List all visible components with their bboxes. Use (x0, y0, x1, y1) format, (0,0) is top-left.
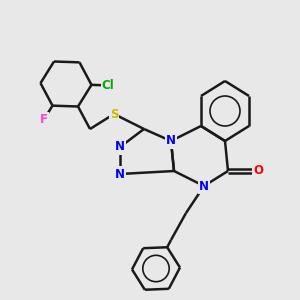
Text: N: N (166, 134, 176, 148)
Text: N: N (115, 167, 125, 181)
Text: N: N (199, 179, 209, 193)
Text: O: O (253, 164, 263, 178)
Text: F: F (40, 113, 48, 126)
Text: S: S (110, 107, 118, 121)
Text: N: N (115, 140, 125, 154)
Text: Cl: Cl (102, 79, 114, 92)
